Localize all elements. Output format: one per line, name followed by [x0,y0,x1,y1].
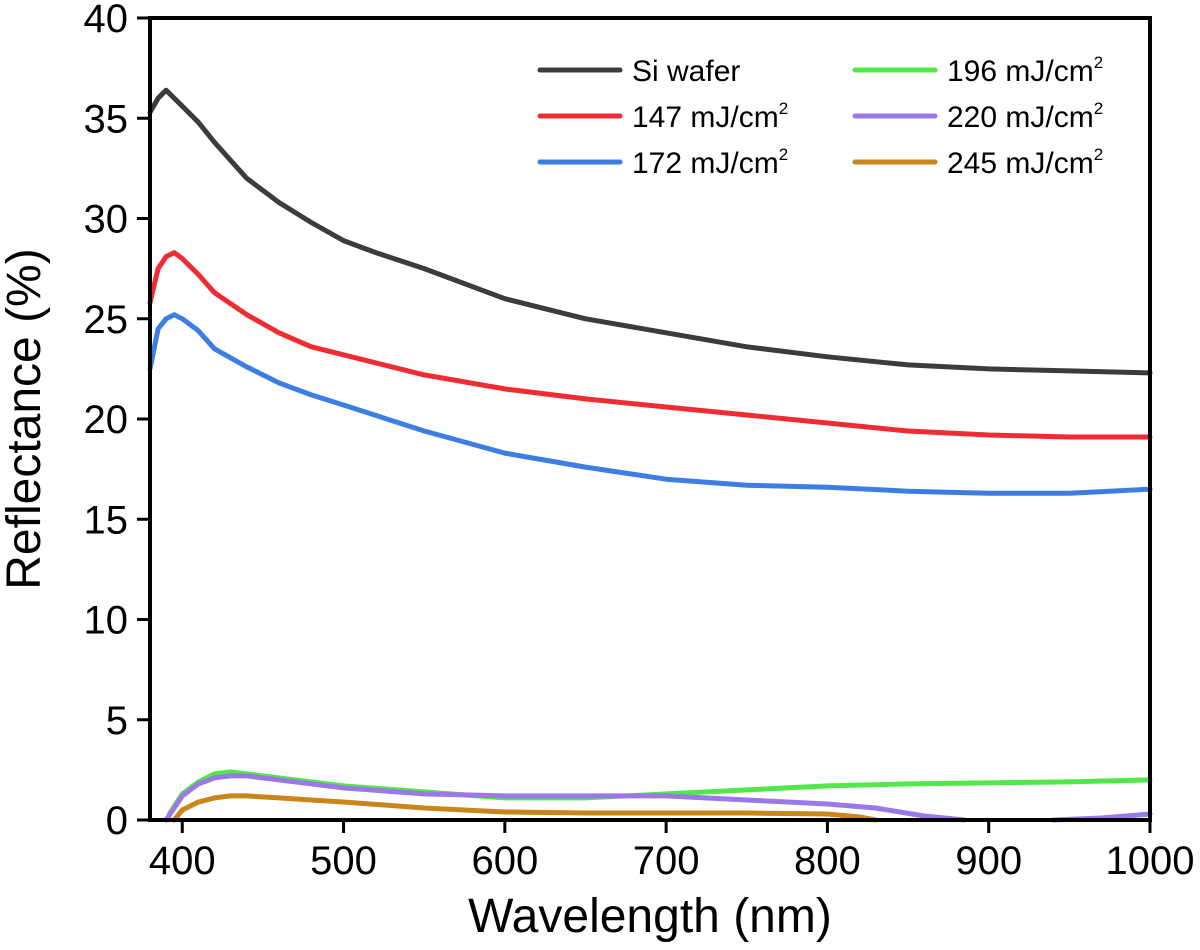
series-line-3 [166,769,1153,817]
series-layer [147,87,1153,823]
series-line-1 [147,250,1153,440]
y-tick-label-7: 35 [84,97,129,141]
x-tick-label-0: 400 [149,839,216,883]
legend-label-text-2: 172 mJ/cm [632,147,779,180]
legend-label-text-4: 220 mJ/cm [947,101,1094,134]
legend-label-sup-1: 2 [779,99,788,118]
legend-label-text-1: 147 mJ/cm [632,101,779,134]
x-tick-label-3: 700 [633,839,700,883]
series-line-0 [147,87,1153,376]
y-tick-label-1: 5 [106,699,128,743]
x-tick-label-2: 600 [471,839,538,883]
plot-frame [148,16,1152,822]
y-tick-label-3: 15 [84,498,129,542]
x-axis-title: Wavelength (nm) [468,890,832,943]
y-axis-title: Reflectance (%) [0,248,51,589]
y-tick-label-6: 30 [84,198,129,242]
series-line-4 [163,773,967,823]
x-tick-label-1: 500 [310,839,377,883]
x-tick-label-4: 800 [794,839,861,883]
legend-label-text-0: Si wafer [632,55,740,88]
series-line-6 [171,793,879,823]
legend-label-sup-2: 2 [779,145,788,164]
legend-label-2: 172 mJ/cm2 [632,145,788,180]
x-tick-label-6: 1000 [1106,839,1195,883]
y-tick-label-4: 20 [84,398,129,442]
y-tick-label-5: 25 [84,298,129,342]
y-tick-label-8: 40 [84,0,129,41]
y-tick-label-0: 0 [106,799,128,843]
legend-label-text-3: 196 mJ/cm [947,55,1094,88]
legend-label-sup-3: 2 [1094,53,1103,72]
series-line-2 [147,312,1153,496]
x-tick-label-5: 900 [955,839,1022,883]
legend-label-1: 147 mJ/cm2 [632,99,788,134]
legend-label-text-5: 245 mJ/cm [947,147,1094,180]
legend-label-5: 245 mJ/cm2 [947,145,1103,180]
legend-label-4: 220 mJ/cm2 [947,99,1103,134]
legend-label-0: Si wafer [632,55,740,88]
legend-label-3: 196 mJ/cm2 [947,53,1103,88]
y-tick-label-2: 10 [84,599,129,643]
legend-label-sup-4: 2 [1094,99,1103,118]
ticks-layer: 400 500 600 700 800 900 1000 0 5 10 15 20 25 30 35 40 [84,0,1195,883]
legend-label-sup-5: 2 [1094,145,1103,164]
